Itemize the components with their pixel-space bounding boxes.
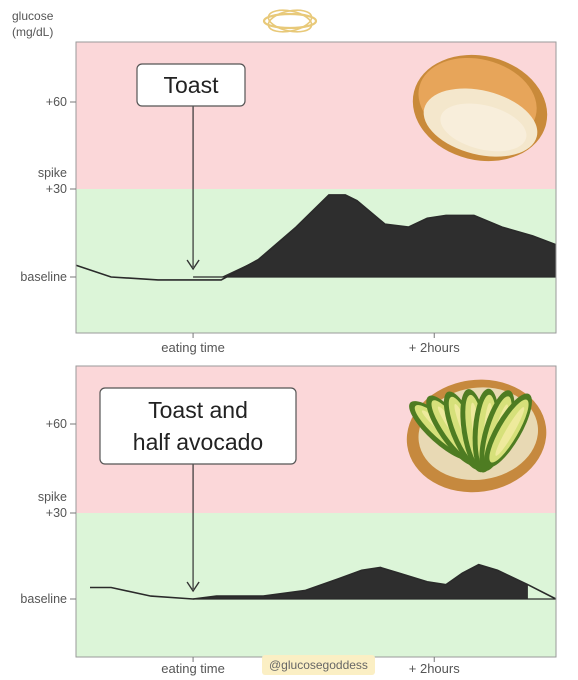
- callout-label: Toast and half avocado: [133, 397, 263, 455]
- y-tick-label: +60: [46, 95, 67, 109]
- glucose-curve: [90, 563, 557, 600]
- x-tick-label: + 2hours: [409, 340, 460, 355]
- x-tick-label: eating time: [161, 661, 225, 676]
- halo-icon: [262, 9, 318, 33]
- chart-frame: [75, 41, 557, 334]
- y-tick-label: baseline: [20, 592, 67, 606]
- callout-box: [99, 387, 297, 465]
- arrow-head-icon: [186, 581, 200, 593]
- toast-slice-icon: [412, 54, 548, 162]
- arrow-head-icon: [186, 259, 200, 271]
- glucose-area: [193, 564, 528, 599]
- avocado-toast-icon: [406, 379, 547, 493]
- avocado-slice: [484, 393, 532, 468]
- y-axis-title: glucose (mg/dL): [12, 9, 54, 39]
- toast-crumb-center: [440, 103, 527, 152]
- y-tick-label: +60: [46, 417, 67, 431]
- callout-label: Toast: [164, 72, 220, 98]
- glucose-chart-panel: +60 spike +30 baseline eating time + 2hours To…: [20, 365, 557, 676]
- avocado-flesh-light: [495, 407, 525, 456]
- glucose-chart-panel: +60 spike +30 baseline eating time + 2hours To…: [20, 41, 557, 355]
- x-tick-label: + 2hours: [409, 661, 460, 676]
- y-tick-label: spike +30: [38, 490, 67, 520]
- callout-box: [136, 63, 246, 107]
- x-tick-label: eating time: [161, 340, 225, 355]
- y-tick-label: baseline: [20, 270, 67, 284]
- glucose-curve: [75, 194, 557, 281]
- y-tick-label: spike +30: [38, 166, 67, 196]
- watermark-handle: @glucosegoddess: [262, 655, 375, 675]
